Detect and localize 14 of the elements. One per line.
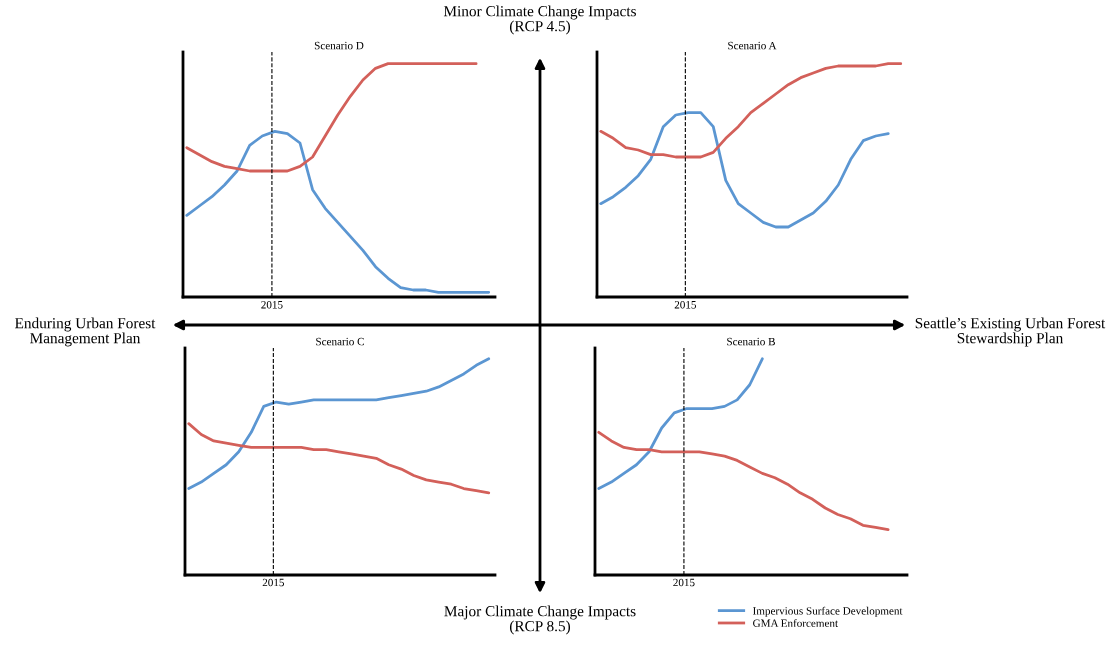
text: 2015 <box>261 301 283 309</box>
chart-title: Scenario D <box>314 41 364 50</box>
text: Major Climate Change Impacts (RCP 8.5) <box>444 605 636 635</box>
text: 2015 <box>673 578 695 587</box>
chart-title: Scenario A <box>728 41 777 50</box>
chart-title: Scenario C <box>316 337 364 346</box>
text: Seattle’s Existing Urban Forest Stewardship Plan <box>915 317 1106 347</box>
text: Enduring Urban Forest Management Plan <box>15 317 156 347</box>
legend-label: Impervious Surface Development <box>753 606 903 617</box>
text: 2015 <box>674 301 697 309</box>
legend-label: GMA Enforcement <box>753 619 839 627</box>
chart-title: Scenario B <box>727 337 775 346</box>
text: Minor Climate Change Impacts (RCP 4.5) <box>443 5 636 35</box>
text: 2015 <box>262 578 285 587</box>
